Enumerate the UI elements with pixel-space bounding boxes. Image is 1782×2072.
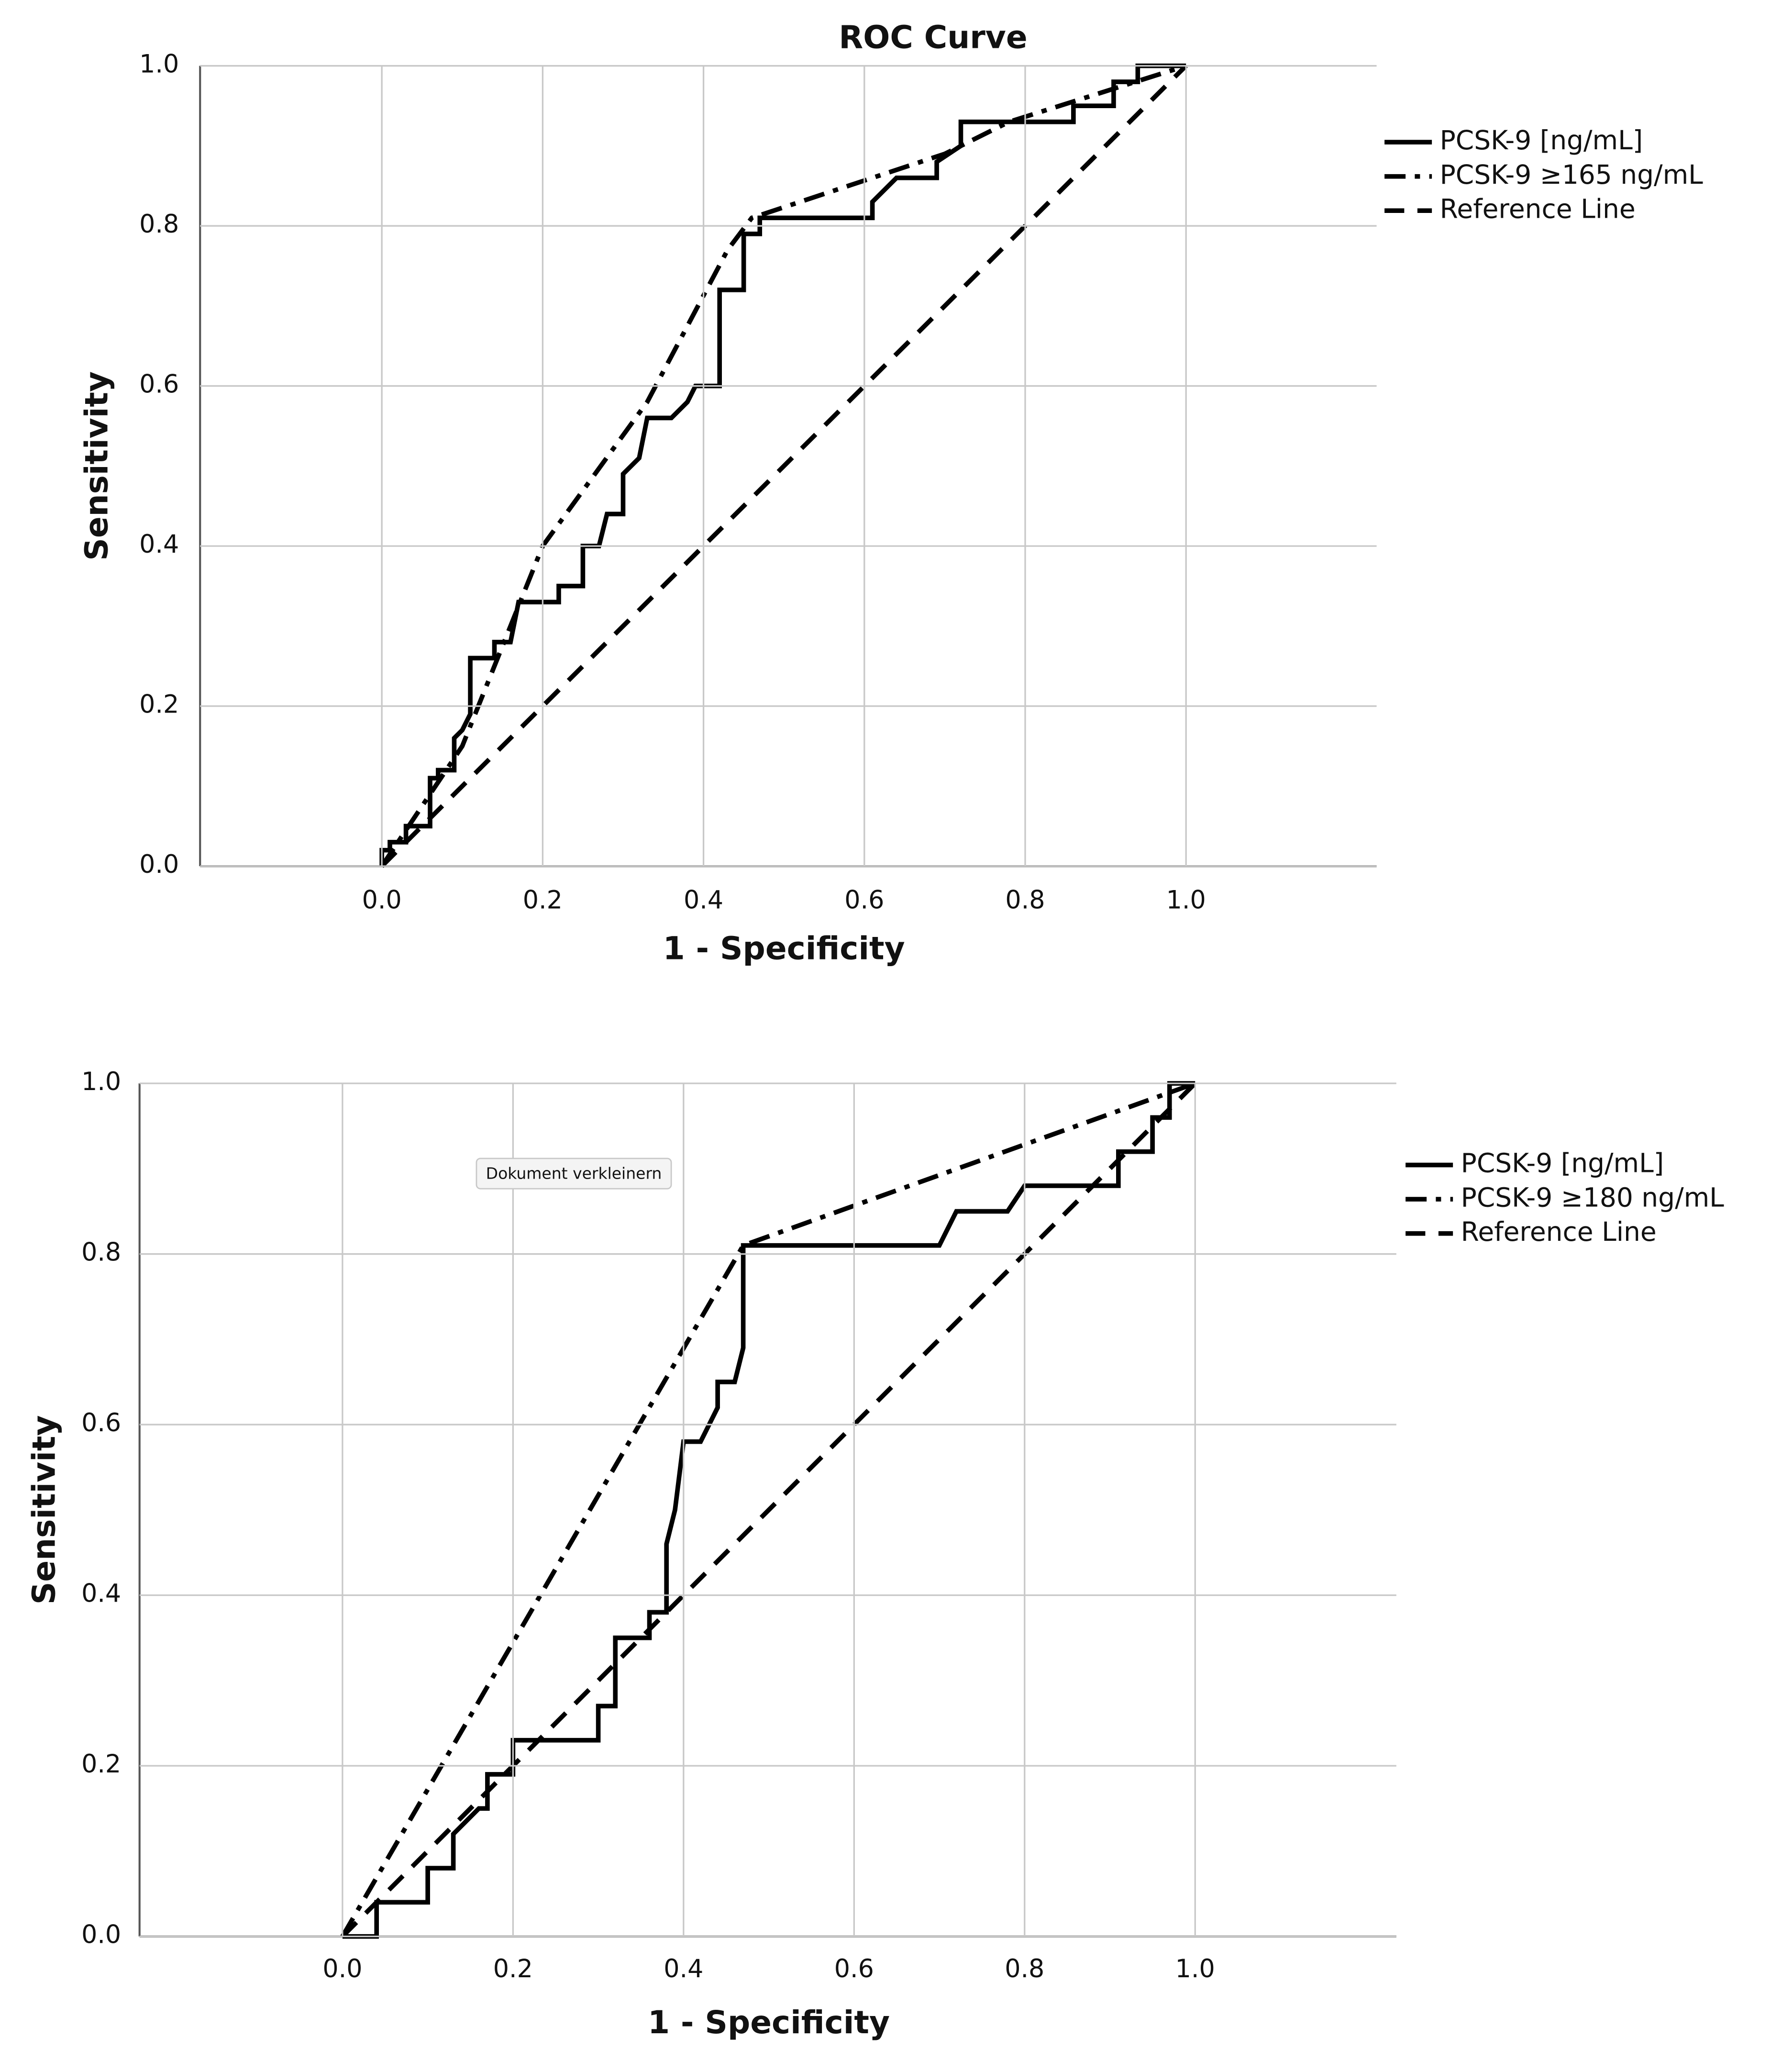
x-tick-label: 1.0 xyxy=(1166,885,1206,914)
x-tick-label: 0.4 xyxy=(684,885,723,914)
y-tick-label: 0.6 xyxy=(81,1408,121,1437)
legend-label: PCSK-9 [ng/mL] xyxy=(1461,1148,1664,1179)
y-tick-label: 1.0 xyxy=(81,1067,121,1096)
roc-line xyxy=(380,63,1187,868)
y-tick-label: 0.4 xyxy=(139,530,179,559)
legend-label: PCSK-9 [ng/mL] xyxy=(1440,125,1643,156)
legend-label: PCSK-9 ≥180 ng/mL xyxy=(1461,1182,1725,1213)
y-tick-label: 0.0 xyxy=(81,1920,121,1949)
y-tick-label: 0.2 xyxy=(81,1749,121,1779)
y-tick-label: 0.0 xyxy=(139,850,179,879)
x-tick-label: 0.8 xyxy=(1005,885,1045,914)
roc-line xyxy=(342,1081,1195,1939)
roc-line xyxy=(380,64,1188,868)
y-axis-label: Sensitivity xyxy=(25,1415,62,1604)
tooltip: Dokument verkleinern xyxy=(476,1158,672,1190)
tooltip-text: Dokument verkleinern xyxy=(486,1164,662,1182)
roc-line xyxy=(340,1081,1196,1938)
chart-title: ROC Curve xyxy=(839,19,1027,56)
y-tick-label: 0.6 xyxy=(139,370,179,399)
legend-label: Reference Line xyxy=(1440,193,1636,224)
x-axis-label: 1 - Specificity xyxy=(648,2004,890,2041)
x-tick-label: 0.2 xyxy=(493,1954,533,1983)
x-tick-label: 0.6 xyxy=(844,885,884,914)
y-axis-label: Sensitivity xyxy=(78,371,115,561)
legend-label: PCSK-9 ≥165 ng/mL xyxy=(1440,159,1704,190)
x-tick-label: 0.6 xyxy=(834,1954,874,1983)
x-tick-label: 0.8 xyxy=(1005,1954,1044,1983)
roc-line xyxy=(379,63,1186,867)
tooltip-box xyxy=(476,1158,672,1190)
y-tick-label: 0.2 xyxy=(139,690,179,719)
y-tick-label: 1.0 xyxy=(139,50,179,79)
x-tick-label: 0.0 xyxy=(322,1954,362,1983)
y-tick-label: 0.8 xyxy=(139,210,179,239)
roc-line xyxy=(341,1081,1197,1938)
x-tick-label: 0.0 xyxy=(362,885,402,914)
y-tick-label: 0.4 xyxy=(81,1579,121,1608)
x-tick-label: 1.0 xyxy=(1175,1954,1215,1983)
x-tick-label: 0.2 xyxy=(523,885,563,914)
x-axis-label: 1 - Specificity xyxy=(663,930,905,967)
y-tick-label: 0.8 xyxy=(81,1238,121,1267)
x-tick-label: 0.4 xyxy=(664,1954,703,1983)
legend-label: Reference Line xyxy=(1461,1216,1657,1247)
